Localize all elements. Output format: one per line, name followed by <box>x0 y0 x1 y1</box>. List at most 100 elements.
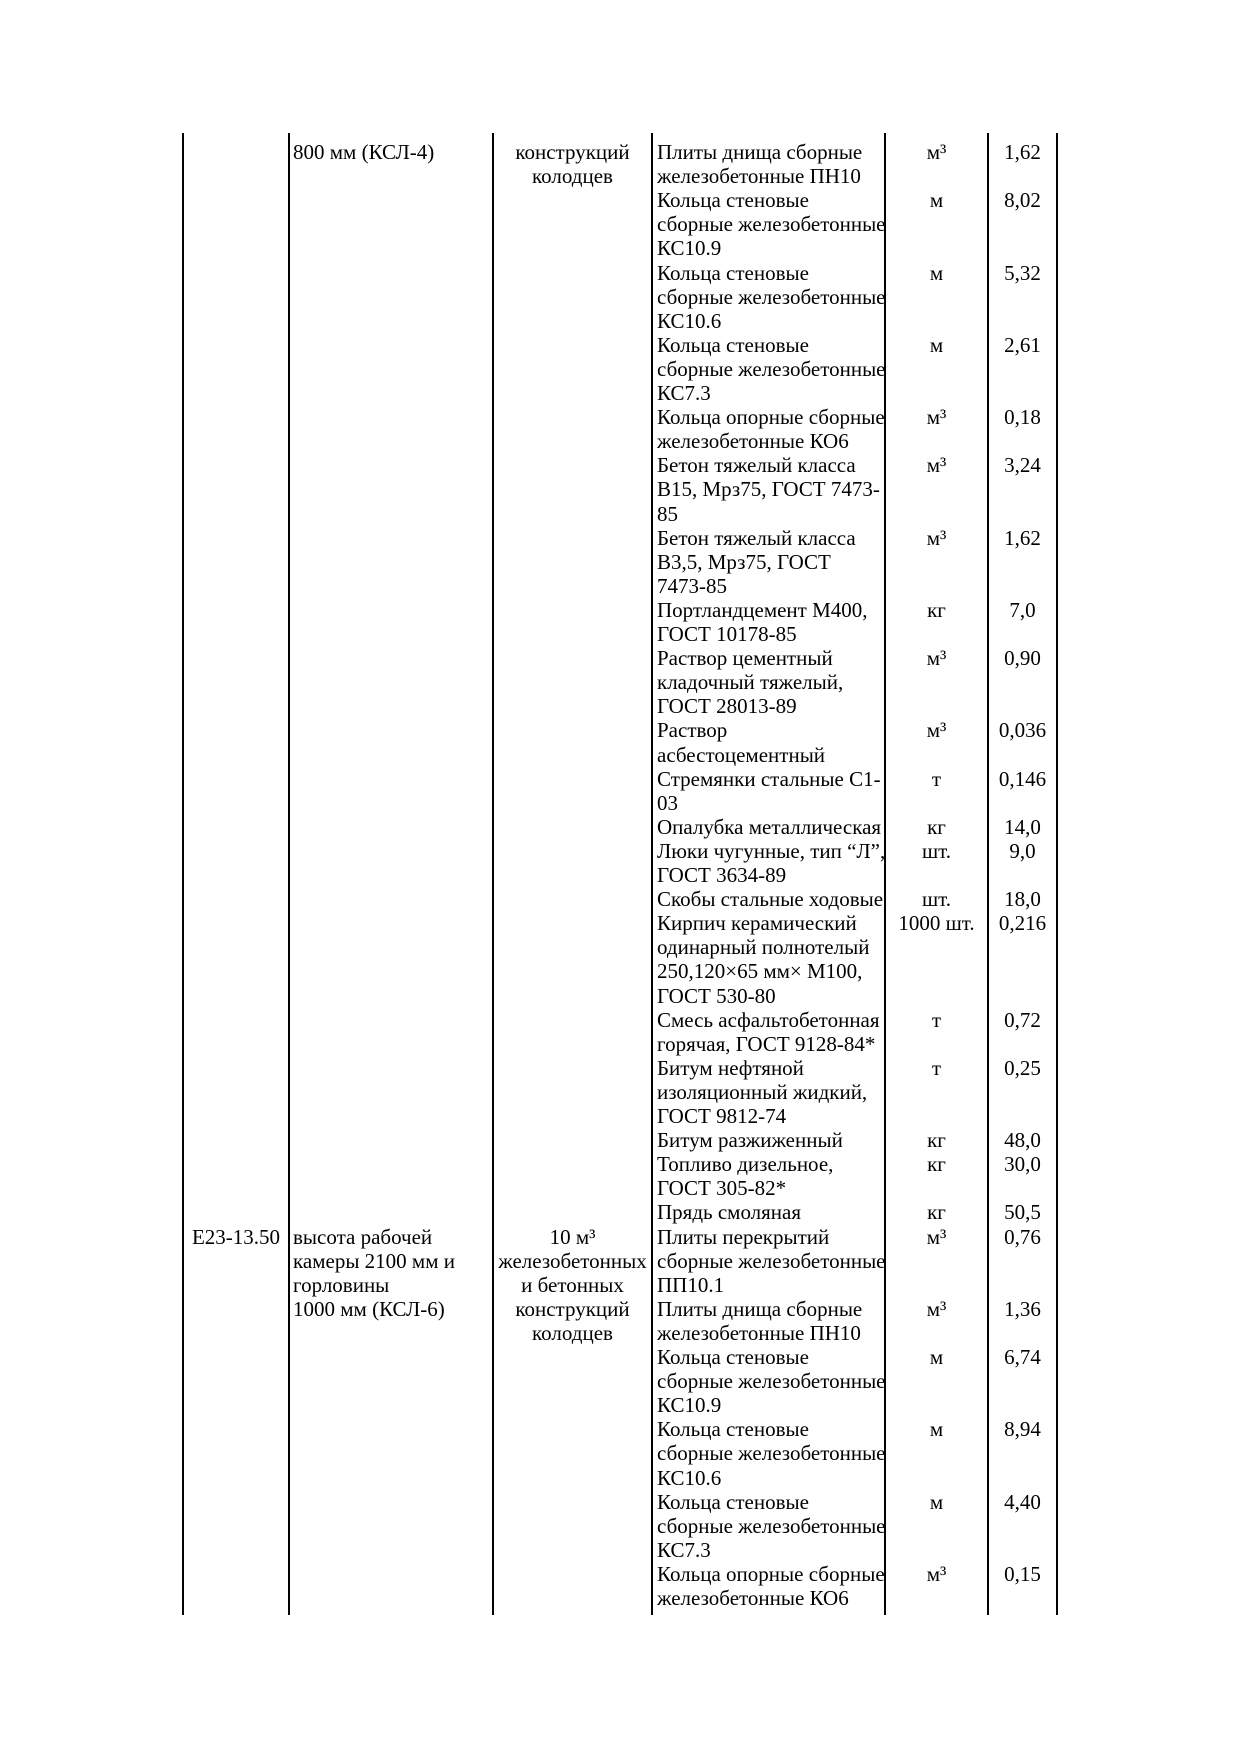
material-name-line: сборные железобетонные <box>657 1441 886 1466</box>
material-quantity: 8,94 <box>1004 1417 1041 1442</box>
material-quantity: 0,15 <box>1004 1561 1041 1586</box>
material-name-line: кладочный тяжелый, <box>657 670 844 695</box>
material-name-line: сборные железобетонные <box>657 212 886 237</box>
material-measure: кг <box>927 814 946 839</box>
material-name-line: ГОСТ 3634-89 <box>657 863 787 887</box>
material-name-line: 03 <box>657 790 678 815</box>
material-measure: м <box>929 332 944 357</box>
material-measure: 1000 шт. <box>898 911 975 936</box>
row-description-line: 1000 мм (КСЛ-6) <box>293 1296 445 1321</box>
material-name-line: Кольца стеновые <box>657 1489 809 1514</box>
material-name-line: В3,5, Мрз75, ГОСТ <box>657 549 831 574</box>
material-name-line: 250,120×65 мм× М100, <box>657 959 863 984</box>
material-name-line: КС10.6 <box>657 308 722 333</box>
material-quantity: 6,74 <box>1004 1345 1041 1369</box>
material-measure: м³ <box>926 1561 947 1586</box>
material-name-line: Люки чугунные, тип “Л”, <box>657 838 886 863</box>
material-measure: м <box>929 260 944 285</box>
table-column-border <box>884 133 886 1615</box>
material-name-line: Кирпич керамический <box>657 911 857 936</box>
material-measure: м³ <box>926 1224 947 1249</box>
material-name-line: железобетонные КО6 <box>657 1586 849 1610</box>
material-name-line: ГОСТ 28013-89 <box>657 694 797 719</box>
material-name-line: 85 <box>657 501 678 526</box>
table-column-border <box>288 133 290 1615</box>
material-measure: т <box>931 766 942 791</box>
material-measure: м <box>929 1489 944 1514</box>
material-name-line: Раствор <box>657 718 728 743</box>
material-name-line: Кольца стеновые <box>657 188 809 213</box>
material-name-line: Бетон тяжелый класса <box>657 525 856 550</box>
material-name-line: ГОСТ 9812-74 <box>657 1104 787 1128</box>
material-name-line: Кольца стеновые <box>657 1417 809 1442</box>
material-quantity: 4,40 <box>1004 1489 1041 1514</box>
material-measure: шт. <box>921 838 952 863</box>
material-quantity: 0,036 <box>998 718 1047 743</box>
material-quantity: 2,61 <box>1004 332 1041 357</box>
material-name-line: Раствор цементный <box>657 646 833 671</box>
material-measure: кг <box>927 1152 946 1177</box>
material-quantity: 1,62 <box>1004 525 1041 550</box>
material-measure: м³ <box>926 453 947 478</box>
material-quantity: 0,90 <box>1004 646 1041 671</box>
material-quantity: 0,216 <box>998 911 1047 936</box>
material-quantity: 30,0 <box>1004 1152 1041 1177</box>
row-description-line: камеры 2100 мм и <box>293 1248 455 1273</box>
material-name-line: КС10.9 <box>657 236 722 261</box>
row-unit-line: железобетонных <box>498 1248 647 1273</box>
material-quantity: 8,02 <box>1004 188 1041 213</box>
material-name-line: одинарный полнотелый <box>657 935 870 960</box>
material-name-line: Скобы стальные ходовые <box>657 887 884 912</box>
material-name-line: Портландцемент М400, <box>657 597 868 622</box>
material-name-line: сборные железобетонные <box>657 356 886 381</box>
row-unit-line: колодцев <box>532 164 613 189</box>
material-quantity: 7,0 <box>1009 597 1036 622</box>
material-quantity: 5,32 <box>1004 260 1041 285</box>
table-column-border <box>651 133 653 1615</box>
row-unit-line: колодцев <box>532 1320 613 1345</box>
material-measure: м³ <box>926 718 947 743</box>
table-column-border <box>1056 133 1058 1615</box>
row-unit-line: конструкций <box>515 140 630 164</box>
material-name-line: Стремянки стальные С1- <box>657 766 881 791</box>
material-name-line: Бетон тяжелый класса <box>657 453 856 478</box>
material-name-line: железобетонные ПН10 <box>657 1320 861 1345</box>
material-name-line: сборные железобетонные <box>657 284 886 309</box>
material-name-line: Плиты днища сборные <box>657 1296 863 1321</box>
material-name-line: сборные железобетонные <box>657 1513 886 1538</box>
material-measure: м³ <box>926 646 947 671</box>
row-description-line: горловины <box>293 1272 390 1297</box>
material-measure: шт. <box>921 887 952 912</box>
row-description-line: 800 мм (КСЛ-4) <box>293 140 435 164</box>
row-unit-line: конструкций <box>515 1296 630 1321</box>
material-name-line: Битум разжиженный <box>657 1128 843 1153</box>
material-quantity: 1,62 <box>1004 140 1041 164</box>
material-quantity: 3,24 <box>1004 453 1041 478</box>
material-measure: кг <box>927 1128 946 1153</box>
row-unit-line: и бетонных <box>521 1272 624 1297</box>
material-measure: т <box>931 1007 942 1032</box>
material-name-line: 7473-85 <box>657 573 727 598</box>
material-quantity: 48,0 <box>1004 1128 1041 1153</box>
material-measure: кг <box>927 1200 946 1225</box>
material-name-line: изоляционный жидкий, <box>657 1079 868 1104</box>
material-quantity: 0,18 <box>1004 405 1041 430</box>
material-name-line: КС7.3 <box>657 381 711 405</box>
material-name-line: КС10.6 <box>657 1465 722 1490</box>
material-name-line: ПП10.1 <box>657 1272 725 1297</box>
material-quantity: 9,0 <box>1009 838 1036 863</box>
material-name-line: Кольца стеновые <box>657 260 809 285</box>
material-measure: т <box>931 1055 942 1080</box>
material-name-line: горячая, ГОСТ 9128-84* <box>657 1031 876 1056</box>
material-name-line: Смесь асфальтобетонная <box>657 1007 880 1032</box>
row-code: Е23-13.50 <box>191 1224 281 1249</box>
material-name-line: Прядь смоляная <box>657 1200 802 1225</box>
material-name-line: ГОСТ 305-82* <box>657 1176 787 1201</box>
material-measure: м <box>929 1417 944 1442</box>
material-measure: м³ <box>926 1296 947 1321</box>
material-measure: м <box>929 188 944 213</box>
material-measure: м³ <box>926 140 947 164</box>
material-name-line: железобетонные ПН10 <box>657 164 861 189</box>
